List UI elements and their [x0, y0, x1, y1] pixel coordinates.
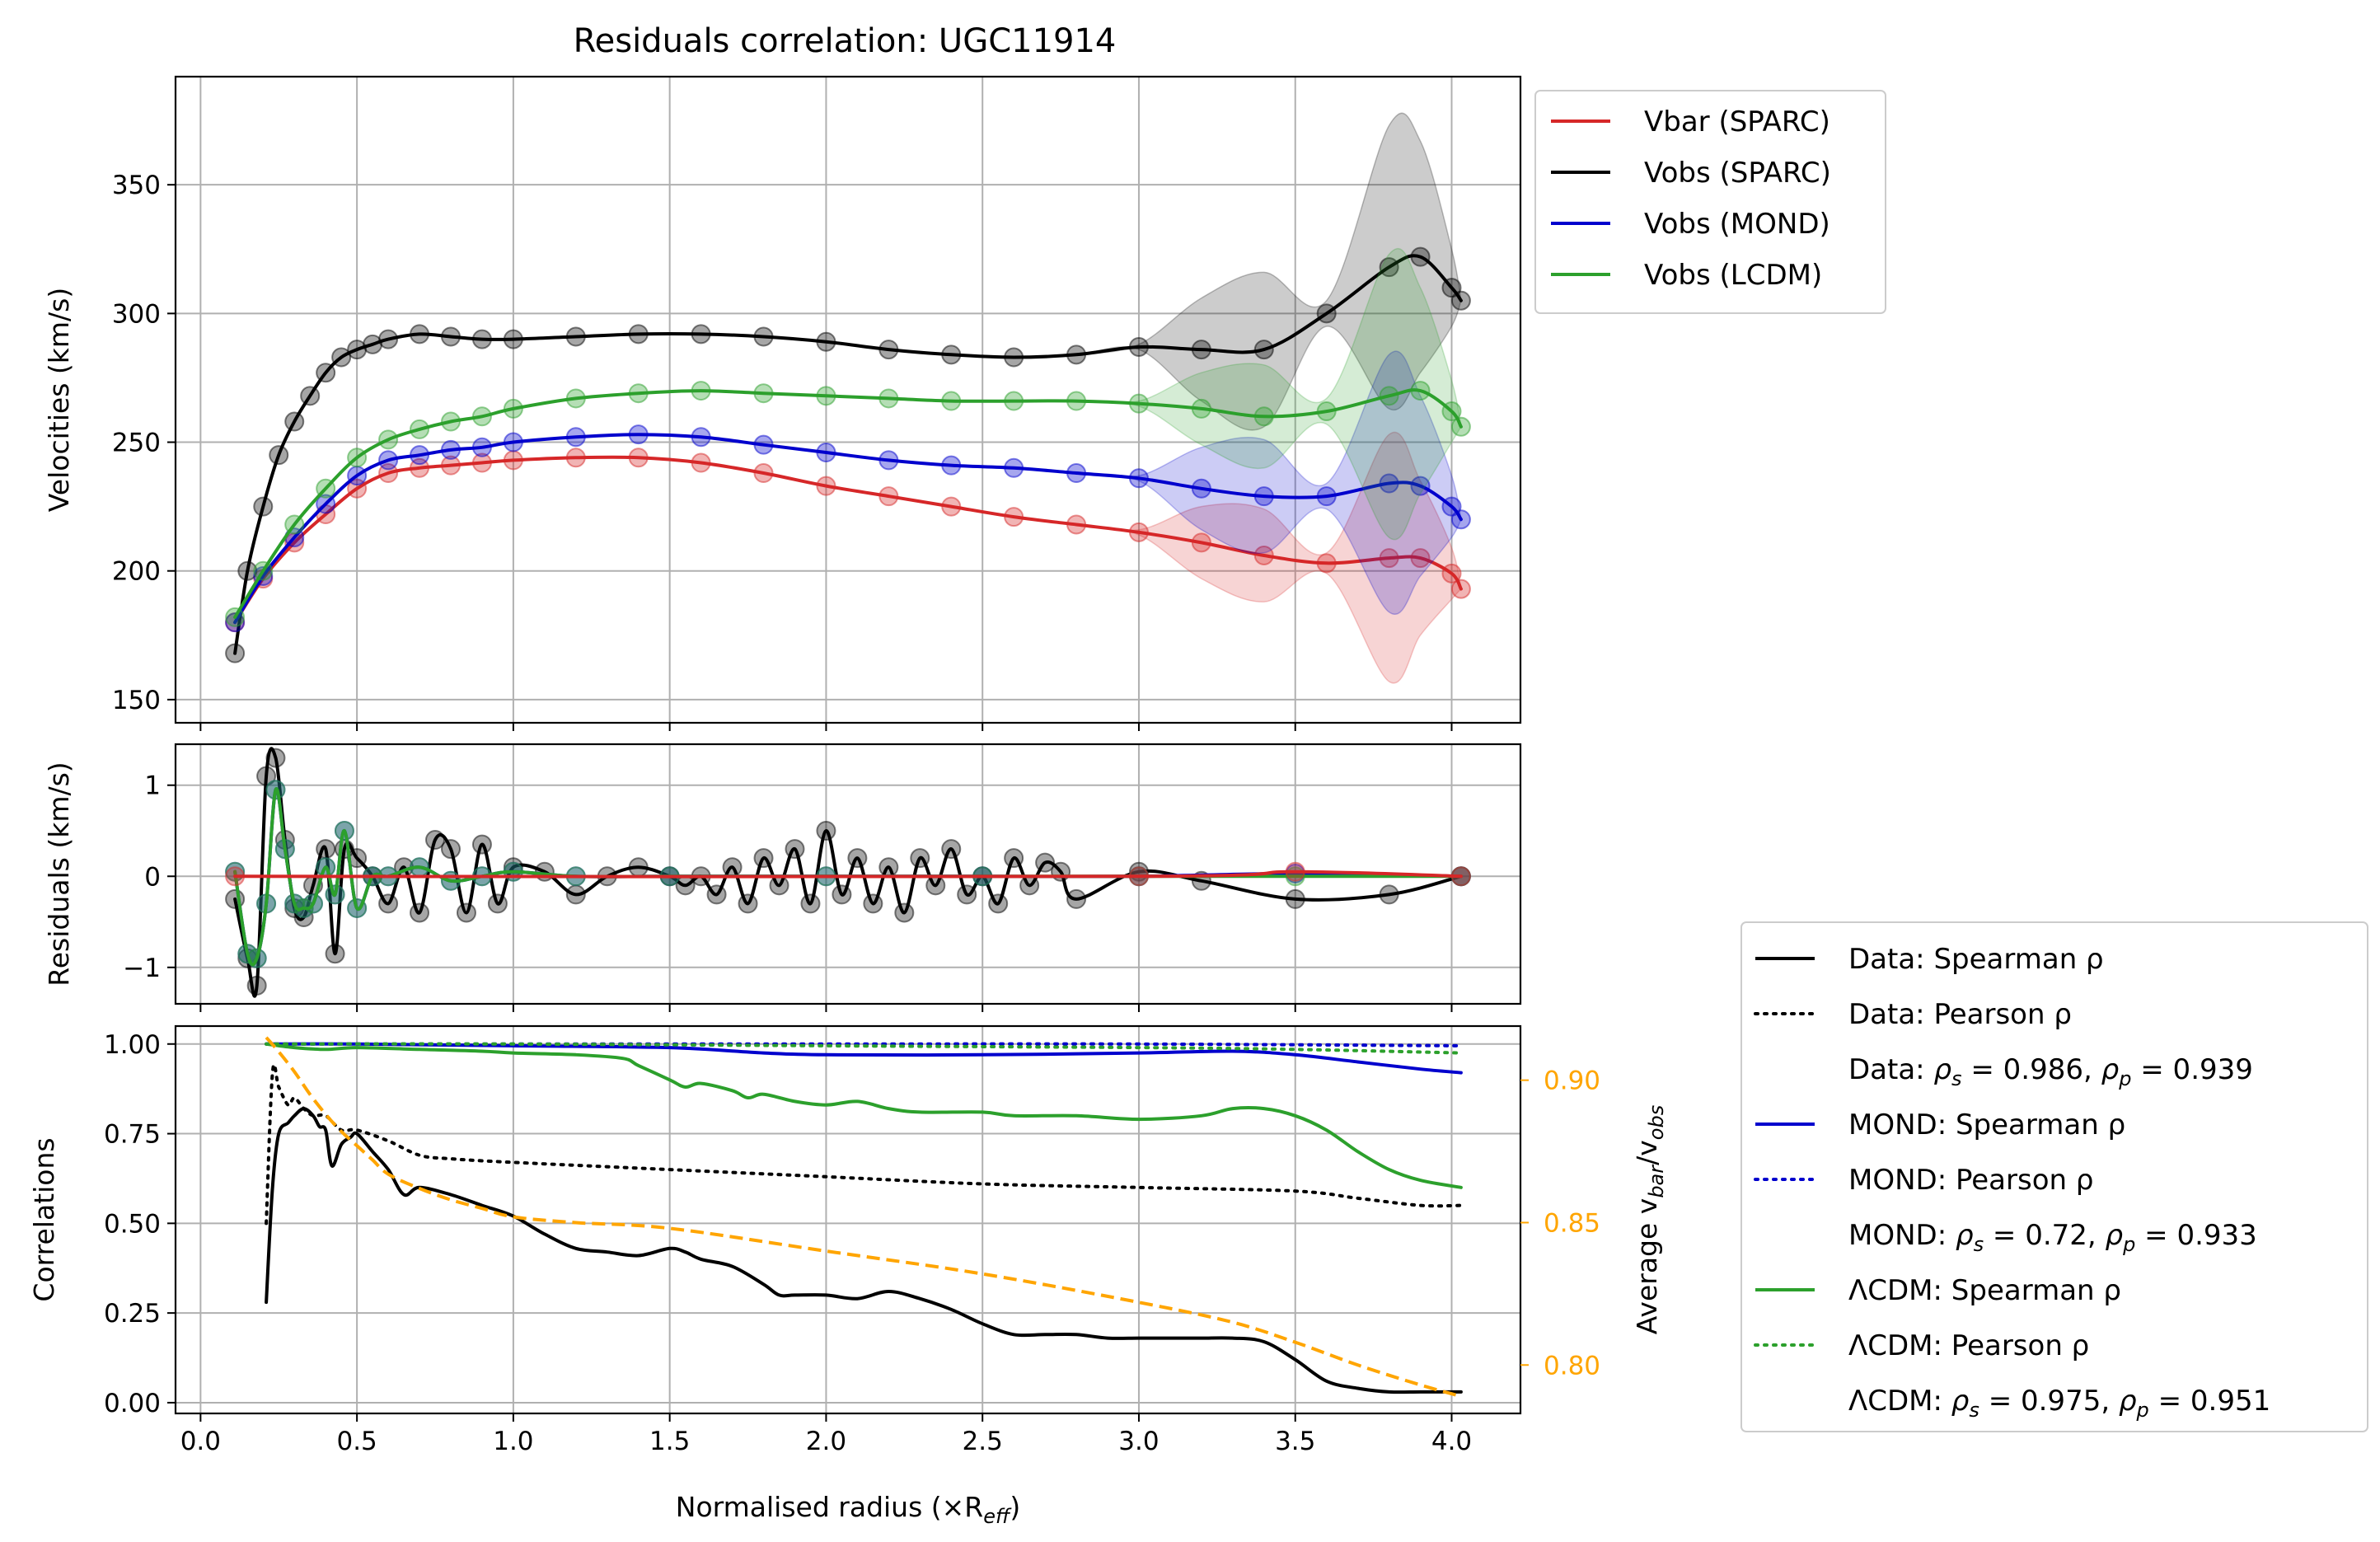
y-tick-label: 1 [144, 771, 161, 801]
x-tick-label: 4.0 [1431, 1427, 1472, 1456]
residuals-plot-area [225, 747, 1471, 998]
x-tick-label: 1.5 [649, 1427, 690, 1456]
x-axis-label: Normalised radius (×Reff) [676, 1491, 1020, 1528]
residuals-frame [174, 743, 1522, 1005]
average-vbar-vobs-line [265, 1036, 1462, 1399]
legend-stats-label: MOND: ρs = 0.72, ρp = 0.933 [1848, 1219, 2257, 1256]
correlations-plot-area [265, 1036, 1463, 1399]
data-spearman--line [265, 1107, 1463, 1394]
legend-top-frame [1534, 90, 1886, 314]
vobs-sparc--line [233, 254, 1463, 655]
y-axis-label: Velocities (km/s) [43, 288, 75, 512]
y-axis-label: Correlations [28, 1137, 60, 1301]
y-tick-label: 200 [112, 557, 161, 587]
x-tick-label: 3.5 [1275, 1427, 1315, 1456]
y-tick-label: 0 [144, 862, 161, 892]
right-y-tick-label: 0.80 [1544, 1351, 1600, 1380]
velocities-frame [174, 75, 1522, 724]
legend-label: Vobs (SPARC) [1644, 157, 1831, 190]
velocities-grid [176, 77, 1520, 723]
x-tick-label: 0.0 [180, 1427, 221, 1456]
legend-label: ΛCDM: Spearman ρ [1848, 1274, 2121, 1307]
legend-label: MOND: Pearson ρ [1848, 1164, 2093, 1197]
x-tick-label: 2.0 [806, 1427, 846, 1456]
data-line [233, 747, 1463, 998]
legend-label: Vobs (LCDM) [1644, 259, 1822, 292]
-cdm-spearman--line [265, 1042, 1463, 1189]
y-tick-label: 0.25 [104, 1299, 161, 1329]
vobs-mond--line [233, 433, 1463, 625]
vbar-line [233, 869, 1463, 879]
x-tick-label: 3.0 [1118, 1427, 1159, 1456]
vbar-markers [225, 861, 1471, 887]
y-tick-label: 250 [112, 429, 161, 458]
mond-spearman--line [265, 1042, 1463, 1075]
vobs-lcdm--line [233, 388, 1463, 619]
x-tick-label: 0.5 [336, 1427, 377, 1456]
x-tick-label: 2.5 [963, 1427, 1003, 1456]
right-y-tick-label: 0.90 [1544, 1066, 1600, 1096]
y-tick-label: 1.00 [104, 1030, 161, 1060]
velocities-plot-area [225, 112, 1471, 684]
velocities-legend: Vbar (SPARC) Vobs (SPARC) Vobs (MOND) Vobs … [1534, 90, 1886, 314]
data-pearson--line [265, 1062, 1463, 1226]
correlations-panel: 0.00 0.25 0.50 0.75 1.00 0.0 0.5 1.0 1.5 2.0 2.5 3.… [28, 1024, 1668, 1528]
legend-bottom-frame [1740, 921, 2368, 1432]
y-tick-label: 350 [112, 171, 161, 200]
correlations-legend: Data: Spearman ρ Data: Pearson ρ Data: ρs … [1740, 921, 2368, 1432]
y-tick-label: 0.75 [104, 1120, 161, 1150]
y-tick-label: 300 [112, 299, 161, 329]
y-tick-label: 150 [112, 686, 161, 715]
correlations-grid [176, 1026, 1520, 1413]
y-axis-label: Residuals (km/s) [43, 762, 75, 986]
correlations-frame [174, 1024, 1522, 1415]
legend-label: Data: Spearman ρ [1848, 943, 2104, 976]
right-y-tick-label: 0.85 [1544, 1208, 1600, 1238]
y-tick-label: 0.00 [104, 1389, 161, 1418]
legend-label: ΛCDM: Pearson ρ [1848, 1329, 2089, 1362]
x-tick-label: 1.0 [493, 1427, 533, 1456]
residuals-panel: −1 0 1 Residuals (km/s) [43, 743, 1522, 1012]
legend-stats-label: ΛCDM: ρs = 0.975, ρp = 0.951 [1848, 1385, 2270, 1422]
chart-title: Residuals correlation: UGC11914 [574, 22, 1117, 60]
right-y-axis-label: Average vbar/vobs [1631, 1105, 1668, 1334]
legend-label: Data: Pearson ρ [1848, 998, 2072, 1031]
y-tick-label: 0.50 [104, 1209, 161, 1239]
legend-stats-label: Data: ρs = 0.986, ρp = 0.939 [1848, 1053, 2253, 1090]
-cdm-pearson--line [265, 1042, 1463, 1055]
velocities-panel: 150 200 250 300 350 Velocities (km/s) [43, 75, 1522, 731]
legend-label: MOND: Spearman ρ [1848, 1108, 2125, 1141]
vbar-sparc--line [233, 455, 1463, 625]
y-tick-label: −1 [123, 954, 161, 983]
legend-label: Vbar (SPARC) [1644, 105, 1830, 138]
legend-label: Vobs (MOND) [1644, 208, 1830, 241]
